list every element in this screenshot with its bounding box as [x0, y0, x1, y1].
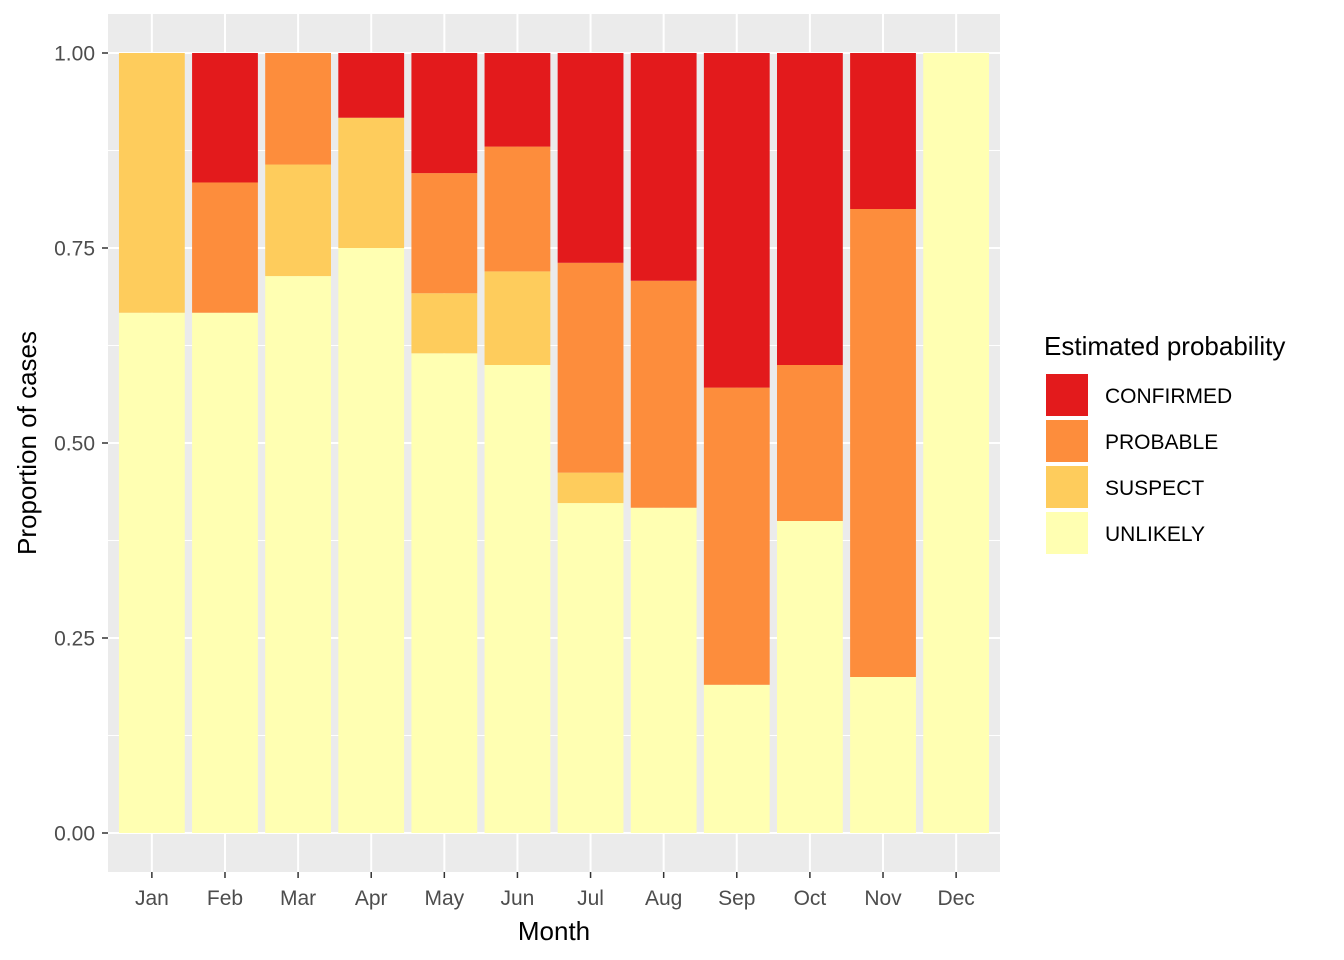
legend: Estimated probability CONFIRMED PROBABLE S… [1044, 331, 1285, 556]
bar-aug-confirmed [630, 53, 697, 281]
y-axis-title: Proportion of cases [12, 331, 42, 555]
bar-mar-unlikely [265, 276, 331, 834]
bar-jul-suspect [557, 472, 624, 504]
legend-label-probable: PROBABLE [1105, 431, 1218, 454]
bar-dec-unlikely [923, 53, 990, 833]
bar-jan-suspect [118, 53, 185, 313]
x-tick-label: Aug [645, 887, 682, 910]
bar-apr-confirmed [338, 53, 405, 118]
bar-sep-unlikely [703, 684, 770, 833]
bar-nov-probable [850, 209, 916, 677]
bar-feb-confirmed [192, 53, 258, 183]
bar-oct-unlikely [777, 521, 843, 833]
legend-items: CONFIRMED PROBABLE SUSPECT UNLIKELY [1044, 372, 1232, 556]
x-tick-label: Jul [577, 887, 604, 910]
bar-jul-unlikely [557, 503, 624, 833]
x-tick-label: Apr [355, 887, 388, 910]
y-tick-label: 0.25 [54, 628, 95, 651]
bar-oct-confirmed [777, 53, 843, 365]
y-tick-label: 0.75 [54, 238, 95, 261]
bar-sep-confirmed [703, 53, 770, 388]
bar-jun-probable [484, 146, 551, 272]
bar-jun-suspect [484, 271, 551, 365]
x-tick-label: Oct [794, 887, 827, 910]
x-axis: Jan Feb Mar Apr May Jun Jul Aug Sep Oct Nov Dec [135, 872, 975, 910]
legend-key-unlikely [1044, 510, 1090, 556]
legend-label-confirmed: CONFIRMED [1105, 385, 1232, 408]
bar-jul-confirmed [557, 53, 624, 263]
bar-aug-probable [630, 280, 697, 508]
x-tick-label: Sep [718, 887, 755, 910]
x-tick-label: Mar [280, 887, 316, 910]
x-tick-label: Jan [135, 887, 169, 910]
bar-jul-probable [557, 262, 624, 473]
bar-feb-probable [192, 182, 258, 313]
x-tick-label: Nov [864, 887, 902, 910]
bar-apr-unlikely [338, 248, 405, 833]
bar-may-suspect [411, 293, 478, 354]
y-axis: 0.00 0.25 0.50 0.75 1.00 [54, 43, 108, 846]
y-tick-label: 0.50 [54, 433, 95, 456]
bar-jun-confirmed [484, 53, 551, 147]
bar-may-confirmed [411, 53, 478, 174]
x-tick-label: Jun [501, 887, 535, 910]
bar-mar-suspect [265, 164, 331, 277]
bar-oct-probable [777, 365, 843, 521]
y-tick-label: 0.00 [54, 823, 95, 846]
bar-may-unlikely [411, 353, 478, 833]
bars [118, 53, 990, 834]
legend-key-confirmed [1044, 372, 1090, 418]
x-tick-label: May [424, 887, 464, 910]
legend-label-suspect: SUSPECT [1105, 477, 1204, 500]
bar-apr-suspect [338, 117, 405, 249]
x-tick-label: Dec [937, 887, 974, 910]
legend-key-suspect [1044, 464, 1090, 510]
bar-nov-confirmed [850, 53, 916, 209]
x-axis-title: Month [518, 916, 590, 946]
bar-jan-unlikely [118, 312, 185, 833]
legend-label-unlikely: UNLIKELY [1105, 523, 1205, 546]
bar-feb-unlikely [192, 312, 258, 833]
bar-aug-unlikely [630, 507, 697, 833]
legend-key-probable [1044, 418, 1090, 464]
bar-mar-probable [265, 53, 331, 165]
y-tick-label: 1.00 [54, 43, 95, 66]
bar-sep-probable [703, 387, 770, 685]
x-tick-label: Feb [207, 887, 243, 910]
bar-jun-unlikely [484, 365, 551, 833]
bar-may-probable [411, 173, 478, 294]
legend-title: Estimated probability [1044, 331, 1285, 361]
bar-nov-unlikely [850, 677, 916, 833]
